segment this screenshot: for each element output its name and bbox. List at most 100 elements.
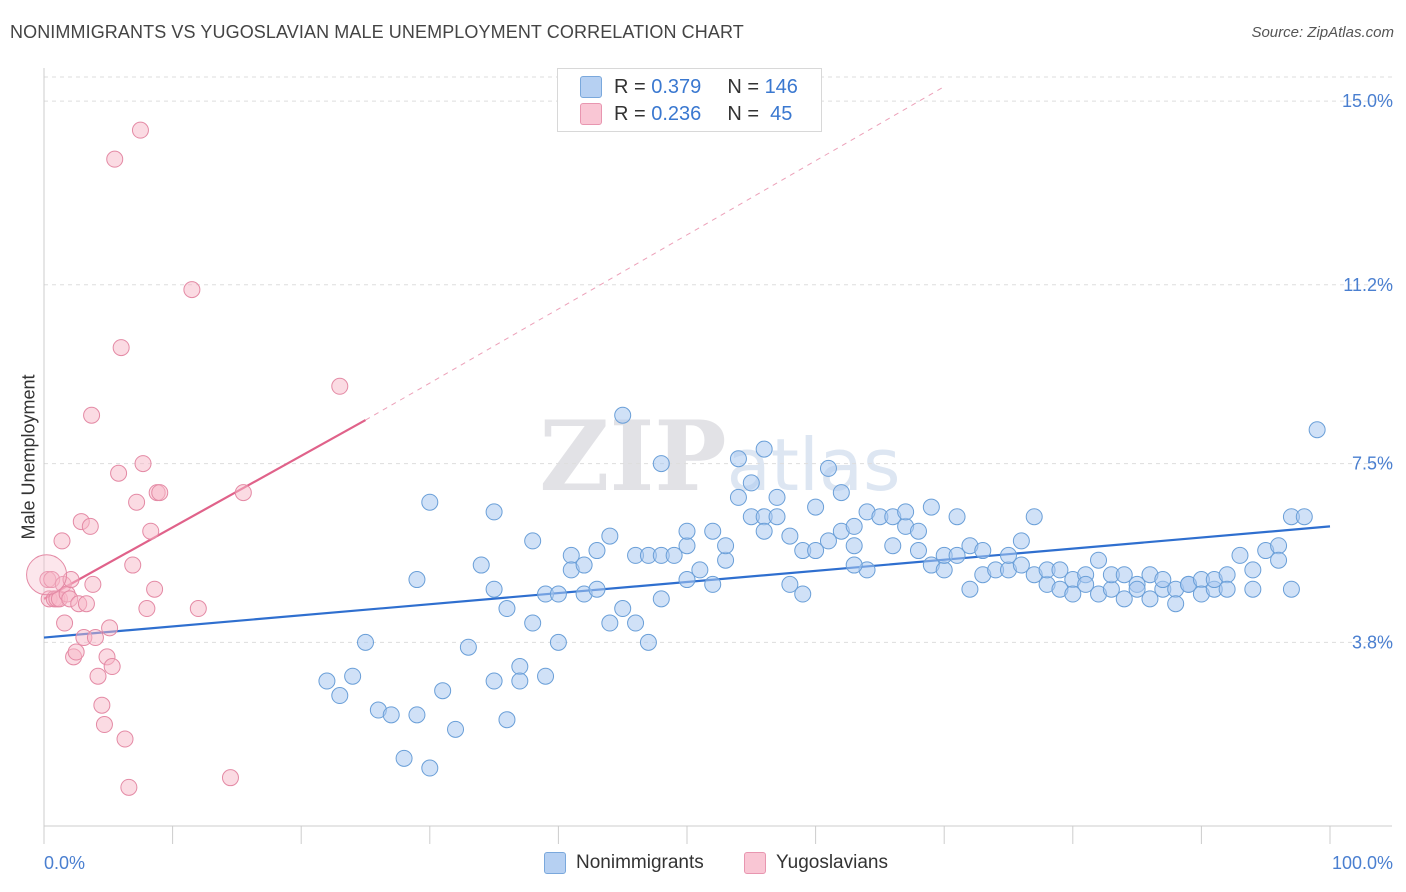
nonimmigrants-point bbox=[357, 633, 374, 651]
yugoslavians-point bbox=[142, 522, 160, 540]
nonimmigrants-point bbox=[1231, 546, 1249, 564]
yugoslavians-point bbox=[234, 484, 252, 502]
nonimmigrants-point bbox=[652, 455, 670, 473]
nonimmigrants-point bbox=[537, 667, 555, 685]
r-value: 0.236 bbox=[651, 102, 702, 125]
nonimmigrants-point bbox=[909, 542, 927, 560]
n-label: N = bbox=[727, 75, 759, 98]
yugoslavians-point bbox=[84, 575, 102, 593]
n-label: N = bbox=[727, 102, 759, 125]
legend-item-nonimmigrants[interactable]: Nonimmigrants bbox=[544, 852, 704, 874]
nonimmigrants-point bbox=[1308, 421, 1326, 439]
nonimmigrants-point bbox=[1167, 595, 1185, 613]
nonimmigrants-point bbox=[678, 537, 696, 555]
nonimmigrants-point bbox=[755, 440, 773, 458]
yugoslavians-point bbox=[81, 517, 99, 535]
nonimmigrants-point bbox=[961, 580, 979, 598]
nonimmigrants-point bbox=[948, 546, 966, 564]
yugoslavians-point bbox=[120, 778, 138, 796]
yugoslavians-point bbox=[110, 464, 128, 482]
nonimmigrants-point bbox=[1128, 580, 1146, 598]
nonimmigrants-point bbox=[884, 537, 902, 555]
nonimmigrants-point bbox=[832, 484, 850, 502]
nonimmigrants-point bbox=[819, 459, 837, 477]
nonimmigrants-point bbox=[524, 532, 542, 550]
nonimmigrants-point bbox=[331, 687, 349, 705]
y-tick-label: 3.8% bbox=[1352, 632, 1393, 652]
legend-label: Nonimmigrants bbox=[576, 852, 704, 873]
legend-label: Yugoslavians bbox=[776, 852, 888, 873]
nonimmigrants-point bbox=[485, 672, 503, 690]
nonimmigrants-point bbox=[421, 493, 439, 511]
nonimmigrants-point bbox=[1115, 590, 1133, 608]
nonimmigrants-point bbox=[1282, 580, 1300, 598]
nonimmigrants-point bbox=[768, 508, 786, 526]
yugoslavians-point bbox=[131, 121, 149, 139]
nonimmigrants-point bbox=[1218, 580, 1236, 598]
nonimmigrants-point bbox=[627, 614, 645, 632]
yugoslavians-point bbox=[189, 600, 207, 618]
nonimmigrants-point bbox=[717, 551, 735, 569]
nonimmigrants-point bbox=[639, 633, 657, 651]
yugoslavians-point bbox=[95, 716, 113, 734]
yugoslavians-point bbox=[146, 580, 164, 598]
nonimmigrants-point bbox=[1115, 566, 1133, 584]
nonimmigrants-point bbox=[691, 561, 709, 579]
nonimmigrants-point bbox=[1270, 537, 1288, 555]
yugoslavians-point bbox=[83, 406, 101, 424]
nonimmigrants-point bbox=[819, 532, 837, 550]
x-tick-label: 100.0% bbox=[1332, 853, 1393, 873]
nonimmigrants-point bbox=[511, 658, 529, 676]
pink-swatch bbox=[580, 103, 602, 125]
nonimmigrants-point bbox=[1012, 532, 1030, 550]
nonimmigrants-point bbox=[1244, 561, 1262, 579]
yugoslavians-point bbox=[89, 667, 107, 685]
nonimmigrants-point bbox=[421, 759, 439, 777]
nonimmigrants-point bbox=[704, 522, 722, 540]
nonimmigrants-point bbox=[408, 706, 426, 724]
yugoslavians-point bbox=[183, 281, 201, 299]
nonimmigrants-point bbox=[575, 556, 593, 574]
nonimmigrants-point bbox=[1141, 590, 1159, 608]
yugoslavians-point bbox=[128, 493, 146, 511]
legend-item-yugoslavians[interactable]: Yugoslavians bbox=[744, 852, 888, 874]
yugoslavians-point bbox=[106, 150, 124, 168]
yugoslavians-point bbox=[103, 658, 121, 676]
r-value: 0.379 bbox=[651, 75, 702, 98]
nonimmigrants-point bbox=[485, 503, 503, 521]
nonimmigrants-point bbox=[524, 614, 542, 632]
y-tick-label: 7.5% bbox=[1352, 454, 1393, 474]
nonimmigrants-point bbox=[1218, 566, 1236, 584]
yugoslavians-point bbox=[77, 595, 95, 613]
yugoslavians-point bbox=[56, 614, 74, 632]
nonimmigrants-point bbox=[408, 571, 426, 589]
nonimmigrants-point bbox=[652, 590, 670, 608]
nonimmigrants-point bbox=[485, 580, 503, 598]
y-tick-label: 15.0% bbox=[1342, 91, 1393, 111]
nonimmigrants-point bbox=[1090, 551, 1108, 569]
nonimmigrants-point bbox=[781, 527, 799, 545]
r-label: R = bbox=[614, 102, 646, 125]
nonimmigrants-point bbox=[1051, 561, 1069, 579]
x-tick-label: 0.0% bbox=[44, 853, 85, 873]
nonimmigrants-point bbox=[614, 406, 632, 424]
yugoslavians-trend-extension bbox=[365, 86, 945, 421]
nonimmigrants-point bbox=[395, 749, 413, 767]
nonimmigrants-point bbox=[704, 575, 722, 593]
nonimmigrants-point bbox=[344, 667, 362, 685]
yugoslavians-point bbox=[124, 556, 142, 574]
legend-row-nonimmigrants: R = 0.379 N = 146 bbox=[580, 75, 798, 99]
nonimmigrants-point bbox=[549, 633, 567, 651]
nonimmigrants-point bbox=[768, 488, 786, 506]
yugoslavians-point bbox=[151, 484, 169, 502]
nonimmigrants-point bbox=[729, 450, 747, 468]
nonimmigrants-point bbox=[678, 571, 696, 589]
nonimmigrants-point bbox=[459, 638, 477, 656]
nonimmigrants-point bbox=[1000, 546, 1017, 564]
nonimmigrants-point bbox=[382, 706, 400, 724]
yugoslavians-point bbox=[112, 339, 130, 357]
nonimmigrants-point bbox=[845, 556, 863, 574]
nonimmigrants-point bbox=[807, 542, 825, 560]
nonimmigrants-point bbox=[1012, 556, 1030, 574]
yugoslavians-point bbox=[93, 696, 111, 714]
